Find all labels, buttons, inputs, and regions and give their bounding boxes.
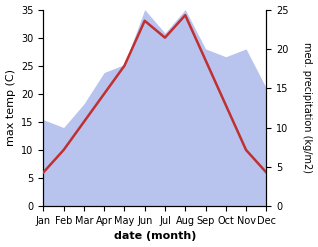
Y-axis label: med. precipitation (kg/m2): med. precipitation (kg/m2) xyxy=(302,42,313,173)
Y-axis label: max temp (C): max temp (C) xyxy=(5,69,16,146)
X-axis label: date (month): date (month) xyxy=(114,231,196,242)
